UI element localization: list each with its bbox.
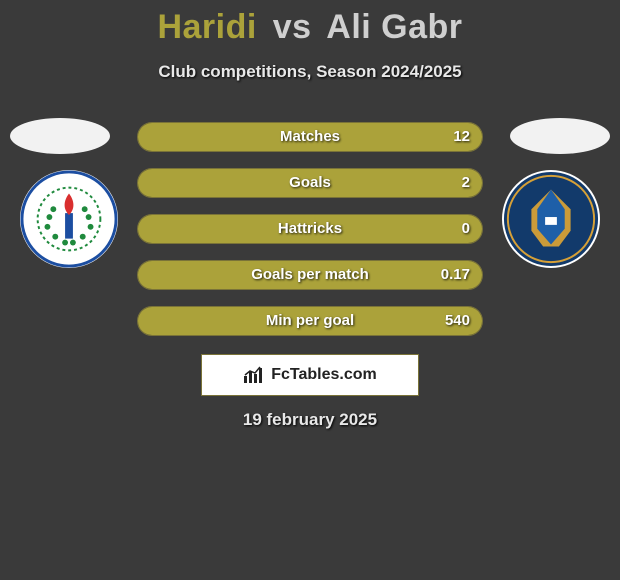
subtitle: Club competitions, Season 2024/2025 (0, 62, 620, 82)
brand-box[interactable]: FcTables.com (201, 354, 419, 396)
date: 19 february 2025 (0, 410, 620, 430)
stat-label: Matches (138, 123, 482, 151)
right-club-logo (502, 170, 600, 268)
stat-label: Hattricks (138, 215, 482, 243)
stat-value-right: 540 (445, 307, 470, 335)
vs-text: vs (273, 8, 312, 46)
player2-name: Ali Gabr (326, 8, 462, 46)
stat-value-right: 12 (453, 123, 470, 151)
stat-label: Min per goal (138, 307, 482, 335)
stat-bars: Matches 12 Goals 2 Hattricks 0 Goals per… (137, 122, 483, 352)
stat-bar-goals-per-match: Goals per match 0.17 (137, 260, 483, 290)
page-title: Haridi vs Ali Gabr (0, 8, 620, 47)
stat-value-right: 0.17 (441, 261, 470, 289)
stat-bar-matches: Matches 12 (137, 122, 483, 152)
stat-label: Goals (138, 169, 482, 197)
stat-value-right: 2 (462, 169, 470, 197)
stat-label: Goals per match (138, 261, 482, 289)
stat-bar-min-per-goal: Min per goal 540 (137, 306, 483, 336)
player2-avatar (510, 118, 610, 154)
stat-value-right: 0 (462, 215, 470, 243)
stat-bar-goals: Goals 2 (137, 168, 483, 198)
brand-text: FcTables.com (271, 366, 377, 384)
player1-name: Haridi (157, 8, 256, 46)
left-club-logo (20, 170, 118, 268)
chart-icon (243, 366, 265, 384)
player1-avatar (10, 118, 110, 154)
stat-bar-hattricks: Hattricks 0 (137, 214, 483, 244)
